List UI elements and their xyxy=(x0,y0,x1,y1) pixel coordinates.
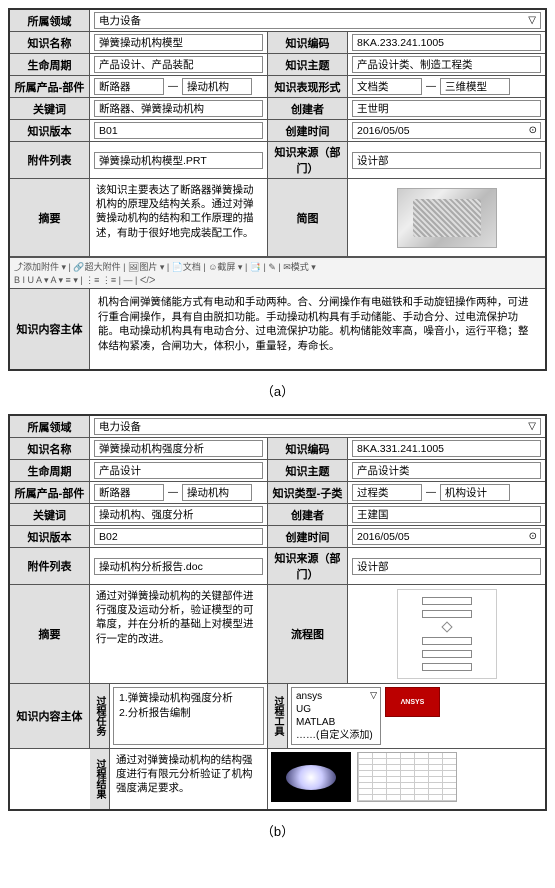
label-creator: 创建者 xyxy=(268,98,348,119)
label-source: 知识来源（部门） xyxy=(268,142,348,178)
label-body: 知识内容主体 xyxy=(10,289,90,369)
version-field[interactable]: B01 xyxy=(94,122,263,139)
keywords-field[interactable]: 操动机构、强度分析 xyxy=(94,506,263,523)
attachment-field[interactable]: 弹簧操动机构模型.PRT xyxy=(94,152,263,169)
product-a-field[interactable]: 断路器 xyxy=(94,484,164,501)
subtype-a-field[interactable]: 过程类 xyxy=(352,484,422,501)
code-field[interactable]: 8KA.331.241.1005 xyxy=(352,440,541,457)
caption-a: （a） xyxy=(8,381,547,400)
label-attachments: 附件列表 xyxy=(10,548,90,584)
label-keywords: 关键词 xyxy=(10,504,90,525)
label-lifecycle: 生命周期 xyxy=(10,54,90,75)
result-text: 通过对弹簧操动机构的结构强度进行有限元分析验证了机构强度满足要求。 xyxy=(110,749,268,809)
label-code: 知识编码 xyxy=(268,32,348,53)
subtype-b-field[interactable]: 机构设计 xyxy=(440,484,510,501)
label-abstract: 摘要 xyxy=(10,585,90,683)
lifecycle-field[interactable]: 产品设计、产品装配 xyxy=(94,56,263,73)
label-domain: 所属领域 xyxy=(10,416,90,437)
result-table-image xyxy=(357,752,457,802)
tasks-box[interactable]: 1.弹簧操动机构强度分析 2.分析报告编制 xyxy=(113,687,264,745)
label-body: 知识内容主体 xyxy=(10,684,90,748)
label-flow: 流程图 xyxy=(268,585,348,683)
createtime-field[interactable]: 2016/05/05 xyxy=(352,528,541,545)
label-version: 知识版本 xyxy=(10,120,90,141)
label-creator: 创建者 xyxy=(268,504,348,525)
result-images xyxy=(268,749,460,809)
createtime-field[interactable]: 2016/05/05 xyxy=(352,122,541,139)
label-createtime: 创建时间 xyxy=(268,526,348,547)
creator-field[interactable]: 王世明 xyxy=(352,100,541,117)
tool-opt: ……(自定义添加) xyxy=(296,729,376,742)
simulation-image xyxy=(271,752,351,802)
toolbar-row-1[interactable]: ⤴添加附件 ▾ | 🔗超大附件 | 🖼图片 ▾ | 📄文档 | ☺截屏 ▾ | … xyxy=(14,260,541,273)
body-text[interactable]: 机构合闸弹簧储能方式有电动和手动两种。合、分闸操作有电磁铁和手动旋钮操作两种，可… xyxy=(90,289,545,369)
source-field[interactable]: 设计部 xyxy=(352,152,541,169)
abstract-text: 该知识主要表达了断路器弹簧操动机构的原理及结构关系。通过对弹簧操动机构的结构和工… xyxy=(90,179,268,256)
dash-icon: — xyxy=(426,81,436,92)
dash-icon: — xyxy=(168,81,178,92)
product-b-field[interactable]: 操动机构 xyxy=(182,484,252,501)
ansys-logo: ΛNSYS xyxy=(385,687,440,717)
label-result: 过程结果 xyxy=(90,749,110,809)
label-tool: 过程工具 xyxy=(268,684,288,748)
label-version: 知识版本 xyxy=(10,526,90,547)
flowchart-cell xyxy=(348,585,545,683)
product-a-field[interactable]: 断路器 xyxy=(94,78,164,95)
topic-field[interactable]: 产品设计类 xyxy=(352,462,541,479)
creator-field[interactable]: 王建国 xyxy=(352,506,541,523)
label-form: 知识表现形式 xyxy=(268,76,348,97)
lifecycle-field[interactable]: 产品设计 xyxy=(94,462,263,479)
label-domain: 所属领域 xyxy=(10,10,90,31)
domain-select[interactable]: 电力设备 xyxy=(94,418,541,435)
tool-opt: UG xyxy=(296,703,376,716)
label-product: 所属产品-部件 xyxy=(10,482,90,503)
label-createtime: 创建时间 xyxy=(268,120,348,141)
form-a: 所属领域 电力设备 知识名称 弹簧操动机构模型 知识编码 8KA.233.241… xyxy=(8,8,547,371)
label-source: 知识来源（部门） xyxy=(268,548,348,584)
label-keywords: 关键词 xyxy=(10,98,90,119)
code-field[interactable]: 8KA.233.241.1005 xyxy=(352,34,541,51)
thumbnail-cell xyxy=(348,179,545,256)
form-b-field[interactable]: 三维模型 xyxy=(440,78,510,95)
label-topic: 知识主题 xyxy=(268,460,348,481)
form-b: 所属领域 电力设备 知识名称 弹簧操动机构强度分析 知识编码 8KA.331.2… xyxy=(8,414,547,811)
tasks-text: 1.弹簧操动机构强度分析 2.分析报告编制 xyxy=(119,692,233,719)
name-field[interactable]: 弹簧操动机构模型 xyxy=(94,34,263,51)
label-subtype: 知识类型-子类 xyxy=(268,482,348,503)
form-a-field[interactable]: 文档类 xyxy=(352,78,422,95)
tool-opt: ansys xyxy=(296,690,376,703)
attachment-field[interactable]: 操动机构分析报告.doc xyxy=(94,558,263,575)
label-abstract: 摘要 xyxy=(10,179,90,256)
flowchart-image xyxy=(397,589,497,679)
source-field[interactable]: 设计部 xyxy=(352,558,541,575)
label-code: 知识编码 xyxy=(268,438,348,459)
topic-field[interactable]: 产品设计类、制造工程类 xyxy=(352,56,541,73)
label-attachments: 附件列表 xyxy=(10,142,90,178)
product-b-field[interactable]: 操动机构 xyxy=(182,78,252,95)
label-name: 知识名称 xyxy=(10,438,90,459)
version-field[interactable]: B02 xyxy=(94,528,263,545)
caption-b: （b） xyxy=(8,821,547,840)
label-thumb: 简图 xyxy=(268,179,348,256)
label-task: 过程任务 xyxy=(90,684,110,748)
abstract-text: 通过对弹簧操动机构的关键部件进行强度及运动分析，验证模型的可靠度，并在分析的基础… xyxy=(90,585,268,683)
editor-toolbar[interactable]: ⤴添加附件 ▾ | 🔗超大附件 | 🖼图片 ▾ | 📄文档 | ☺截屏 ▾ | … xyxy=(10,257,545,289)
tool-select[interactable]: ansys UG MATLAB ……(自定义添加) xyxy=(291,687,381,745)
label-topic: 知识主题 xyxy=(268,54,348,75)
label-lifecycle: 生命周期 xyxy=(10,460,90,481)
dash-icon: — xyxy=(426,487,436,498)
label-name: 知识名称 xyxy=(10,32,90,53)
dash-icon: — xyxy=(168,487,178,498)
name-field[interactable]: 弹簧操动机构强度分析 xyxy=(94,440,263,457)
keywords-field[interactable]: 断路器、弹簧操动机构 xyxy=(94,100,263,117)
tool-opt: MATLAB xyxy=(296,716,376,729)
toolbar-row-2[interactable]: B I U A ▾ A ▾ ≡ ▾ | ⋮≡ ⋮≡ | — | ᐸ/ᐳ xyxy=(14,275,541,286)
label-product: 所属产品-部件 xyxy=(10,76,90,97)
domain-select[interactable]: 电力设备 xyxy=(94,12,541,29)
spring-mechanism-image xyxy=(397,188,497,248)
